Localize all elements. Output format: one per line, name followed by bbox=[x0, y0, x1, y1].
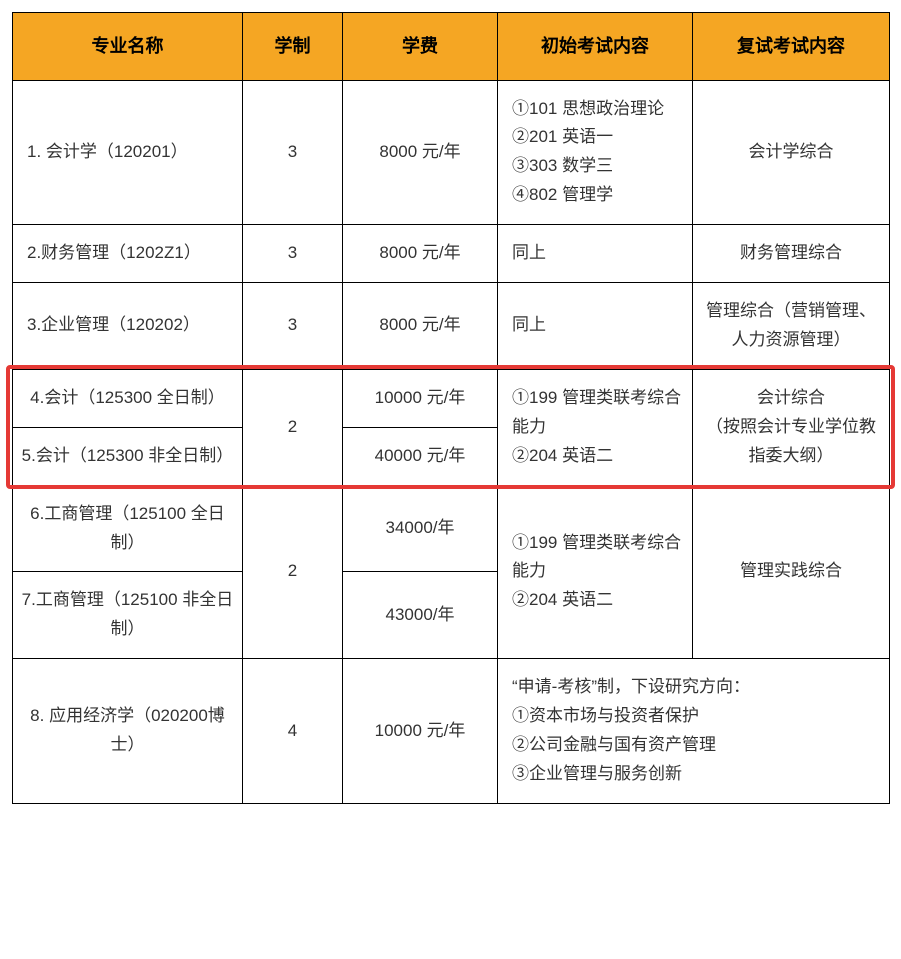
cell-years: 3 bbox=[243, 283, 343, 370]
cell-tuition: 8000 元/年 bbox=[343, 80, 498, 225]
cell-tuition: 10000 元/年 bbox=[343, 659, 498, 804]
cell-tuition: 8000 元/年 bbox=[343, 225, 498, 283]
cell-years: 2 bbox=[243, 485, 343, 659]
cell-major: 7.工商管理（125100 非全日制） bbox=[13, 572, 243, 659]
col-header-major: 专业名称 bbox=[13, 13, 243, 81]
col-header-initial: 初始考试内容 bbox=[498, 13, 693, 81]
cell-retest: 管理综合（营销管理、人力资源管理） bbox=[693, 283, 890, 370]
table-row: 6.工商管理（125100 全日制） 2 34000/年 ①199 管理类联考综… bbox=[13, 485, 890, 572]
cell-major: 4.会计（125300 全日制） bbox=[13, 369, 243, 427]
cell-major: 8. 应用经济学（020200博士） bbox=[13, 659, 243, 804]
table-header-row: 专业名称 学制 学费 初始考试内容 复试考试内容 bbox=[13, 13, 890, 81]
cell-retest: 会计综合（按照会计专业学位教指委大纲） bbox=[693, 369, 890, 485]
programs-table: 专业名称 学制 学费 初始考试内容 复试考试内容 1. 会计学（120201） … bbox=[12, 12, 890, 804]
table-row: 3.企业管理（120202） 3 8000 元/年 同上 管理综合（营销管理、人… bbox=[13, 283, 890, 370]
col-header-tuition: 学费 bbox=[343, 13, 498, 81]
table-row: 2.财务管理（1202Z1） 3 8000 元/年 同上 财务管理综合 bbox=[13, 225, 890, 283]
cell-tuition: 10000 元/年 bbox=[343, 369, 498, 427]
cell-major: 6.工商管理（125100 全日制） bbox=[13, 485, 243, 572]
table-row: 1. 会计学（120201） 3 8000 元/年 ①101 思想政治理论②20… bbox=[13, 80, 890, 225]
cell-years: 4 bbox=[243, 659, 343, 804]
col-header-years: 学制 bbox=[243, 13, 343, 81]
col-header-retest: 复试考试内容 bbox=[693, 13, 890, 81]
cell-combined: “申请-考核”制，下设研究方向：①资本市场与投资者保护②公司金融与国有资产管理③… bbox=[498, 659, 890, 804]
cell-initial: ①199 管理类联考综合能力②204 英语二 bbox=[498, 369, 693, 485]
cell-major: 5.会计（125300 非全日制） bbox=[13, 427, 243, 485]
table-wrapper: 专业名称 学制 学费 初始考试内容 复试考试内容 1. 会计学（120201） … bbox=[12, 12, 889, 804]
cell-years: 2 bbox=[243, 369, 343, 485]
cell-years: 3 bbox=[243, 225, 343, 283]
table-row: 4.会计（125300 全日制） 2 10000 元/年 ①199 管理类联考综… bbox=[13, 369, 890, 427]
cell-retest: 会计学综合 bbox=[693, 80, 890, 225]
cell-tuition: 34000/年 bbox=[343, 485, 498, 572]
cell-major: 3.企业管理（120202） bbox=[13, 283, 243, 370]
cell-tuition: 43000/年 bbox=[343, 572, 498, 659]
cell-major: 2.财务管理（1202Z1） bbox=[13, 225, 243, 283]
cell-tuition: 8000 元/年 bbox=[343, 283, 498, 370]
table-row: 8. 应用经济学（020200博士） 4 10000 元/年 “申请-考核”制，… bbox=[13, 659, 890, 804]
cell-initial: 同上 bbox=[498, 225, 693, 283]
cell-retest: 财务管理综合 bbox=[693, 225, 890, 283]
cell-tuition: 40000 元/年 bbox=[343, 427, 498, 485]
cell-initial: 同上 bbox=[498, 283, 693, 370]
cell-years: 3 bbox=[243, 80, 343, 225]
cell-retest: 管理实践综合 bbox=[693, 485, 890, 659]
cell-initial: ①101 思想政治理论②201 英语一③303 数学三④802 管理学 bbox=[498, 80, 693, 225]
cell-initial: ①199 管理类联考综合能力②204 英语二 bbox=[498, 485, 693, 659]
cell-major: 1. 会计学（120201） bbox=[13, 80, 243, 225]
